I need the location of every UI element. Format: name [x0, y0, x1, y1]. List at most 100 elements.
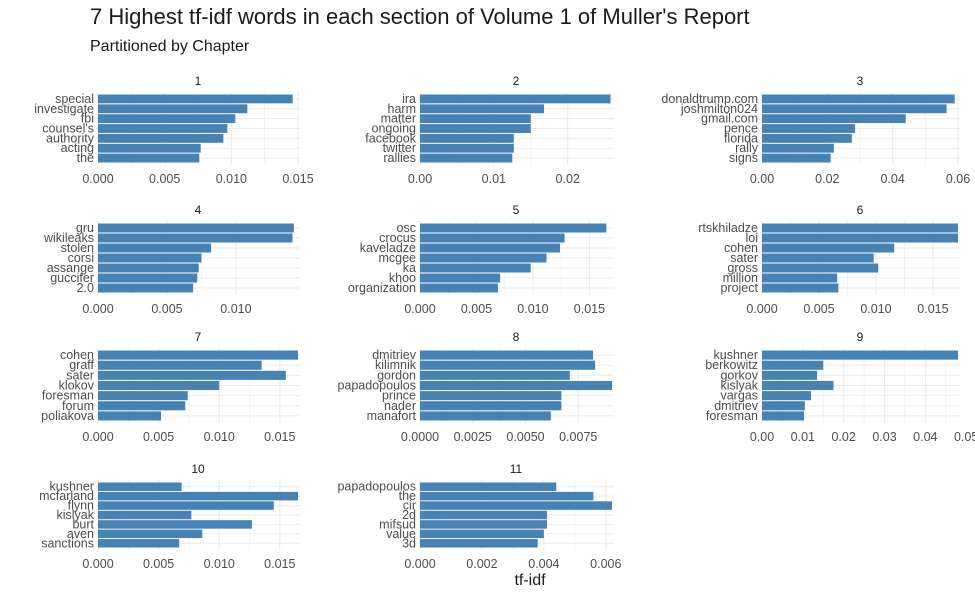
bar [98, 482, 182, 491]
category-label: kushner [50, 480, 94, 494]
facet-strip-label: 11 [510, 462, 523, 476]
category-label: twitter [383, 141, 416, 155]
bar [762, 94, 955, 104]
bar [762, 360, 824, 370]
category-label: prince [382, 389, 416, 403]
category-label: 2d [402, 508, 416, 522]
x-tick-label: 0.005 [149, 172, 180, 186]
category-label: 3d [402, 536, 416, 550]
bar [420, 243, 561, 253]
bar [98, 114, 236, 124]
category-label: rallies [383, 151, 416, 165]
bar [420, 539, 538, 548]
bar [98, 380, 220, 391]
category-label: klokov [59, 379, 95, 393]
bar [98, 510, 192, 520]
x-tick-label: 0.0000 [401, 430, 439, 444]
category-label: gmail.com [701, 112, 758, 126]
chart-subtitle: Partitioned by Chapter [90, 38, 250, 55]
bar [98, 491, 298, 501]
bar [98, 391, 188, 401]
bar [420, 143, 514, 153]
category-label: mifsud [379, 517, 416, 531]
bar [420, 263, 531, 273]
category-label: mcfarland [39, 489, 94, 503]
category-label: rtskhiladze [698, 221, 758, 235]
x-tick-label: 0.00 [750, 430, 774, 444]
category-label: forum [62, 399, 94, 413]
category-label: authority [46, 131, 95, 145]
x-tick-label: 0.000 [746, 302, 777, 316]
category-label: matter [381, 112, 416, 126]
facet-strip-label: 6 [857, 203, 864, 217]
facet-strip-label: 4 [195, 203, 202, 217]
facet-strip-label: 10 [191, 462, 205, 476]
category-label: cohen [60, 348, 94, 362]
category-label: poliakova [41, 409, 94, 423]
category-label: special [55, 92, 94, 106]
category-label: graff [69, 358, 94, 372]
bar [420, 360, 596, 370]
category-label: flynn [68, 499, 94, 513]
bar [98, 94, 293, 104]
x-tick-label: 0.005 [461, 302, 492, 316]
category-label: florida [724, 131, 758, 145]
category-label: gorkov [720, 368, 758, 382]
category-label: 2.0 [77, 281, 94, 295]
x-tick-label: 0.005 [151, 302, 182, 316]
bar [762, 380, 834, 391]
category-label: sater [66, 368, 94, 382]
facet-panel-4: 4 gruwikileaksstolencorsiassangeguccifer2… [43, 203, 300, 316]
bar [98, 350, 298, 360]
bar [762, 104, 947, 114]
x-tick-label: 0.006 [590, 557, 621, 571]
facet-strip-label: 8 [513, 330, 520, 344]
facet-panel-5: 5 osccrocuskaveladzemcgeekakhooorganizati… [348, 203, 614, 316]
bar [762, 223, 958, 233]
category-label: kislyak [720, 379, 758, 393]
bar [762, 350, 958, 360]
category-label: aven [67, 527, 94, 541]
bar [420, 411, 551, 421]
facet-strip-label: 5 [513, 203, 520, 217]
x-tick-label: 0.002 [466, 557, 497, 571]
bar [98, 370, 286, 380]
bar [420, 104, 545, 114]
category-label: vargas [720, 389, 758, 403]
bar [420, 520, 547, 529]
bar [762, 370, 818, 380]
facet-panel-3: 3 donaldtrump.comjoshmilton024gmail.compe… [661, 74, 970, 186]
bar [98, 520, 252, 529]
bar [762, 143, 834, 153]
category-label: manafort [367, 409, 417, 423]
category-label: facebook [365, 131, 416, 145]
bar [420, 510, 547, 520]
category-label: the [77, 151, 94, 165]
category-label: investigate [34, 102, 94, 116]
bar [98, 539, 180, 548]
facet-panel-2: 2 iraharmmatterongoingfacebooktwitterrall… [365, 74, 614, 186]
category-label: osc [397, 221, 416, 235]
category-label: dmitriev [714, 399, 759, 413]
x-tick-label: 0.005 [803, 302, 834, 316]
category-label: dmitriev [372, 348, 417, 362]
bar [98, 360, 262, 370]
x-tick-label: 0.010 [216, 172, 247, 186]
x-tick-label: 0.005 [143, 557, 174, 571]
bar [98, 411, 162, 421]
category-label: signs [729, 151, 758, 165]
x-tick-label: 0.015 [574, 302, 605, 316]
category-label: cohen [724, 241, 758, 255]
category-label: counsel's [42, 122, 94, 136]
category-label: acting [61, 141, 94, 155]
bar [98, 501, 274, 510]
bar [762, 263, 879, 273]
x-tick-label: 0.02 [556, 172, 580, 186]
x-tick-label: 0.010 [860, 302, 891, 316]
category-label: cir [403, 499, 416, 513]
facet-strip-label: 9 [857, 330, 864, 344]
facet-strip-label: 3 [857, 74, 864, 88]
bar [762, 124, 856, 133]
